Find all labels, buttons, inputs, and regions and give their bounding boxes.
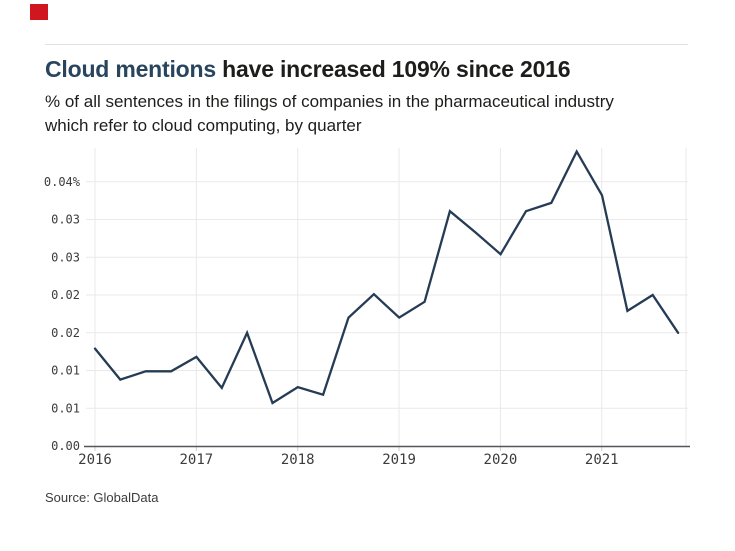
y-tick-label: 0.01 [51, 364, 80, 378]
subtitle-line-2: which refer to cloud computing, by quart… [45, 116, 362, 135]
brand-logo-red-square [30, 4, 48, 20]
data-line [93, 149, 680, 405]
page-title: Cloud mentions have increased 109% since… [45, 55, 705, 83]
x-tick-label: 2018 [281, 452, 315, 468]
page-title-highlight: Cloud mentions [45, 56, 216, 82]
y-tick-label: 0.04% [44, 175, 81, 189]
y-tick-label: 0.03 [51, 250, 80, 264]
x-tick-label: 2021 [585, 452, 619, 468]
y-gridlines [86, 181, 688, 409]
y-tick-label: 0.00 [51, 439, 80, 453]
y-tick-label: 0.03 [51, 213, 80, 227]
source-credit: Source: GlobalData [45, 490, 159, 505]
x-tick-label: 2019 [382, 452, 416, 468]
page-subtitle: % of all sentences in the filings of com… [45, 90, 715, 138]
page-title-rest: have increased 109% since 2016 [215, 56, 571, 82]
y-tick-label: 0.02 [51, 326, 80, 340]
subtitle-line-1: % of all sentences in the filings of com… [45, 92, 614, 111]
x-tick-labels: 2016 2017 2018 2019 2020 2021 [78, 452, 618, 468]
divider-rule [45, 44, 688, 45]
x-tick-label: 2020 [484, 452, 518, 468]
x-tick-label: 2016 [78, 452, 112, 468]
y-tick-labels: 0.00 0.01 0.01 0.02 0.02 0.03 0.03 0.04% [44, 175, 81, 453]
y-tick-label: 0.02 [51, 288, 80, 302]
data-polyline [93, 149, 680, 405]
x-tick-label: 2017 [179, 452, 213, 468]
x-gridlines [94, 148, 687, 451]
y-tick-label: 0.01 [51, 401, 80, 415]
